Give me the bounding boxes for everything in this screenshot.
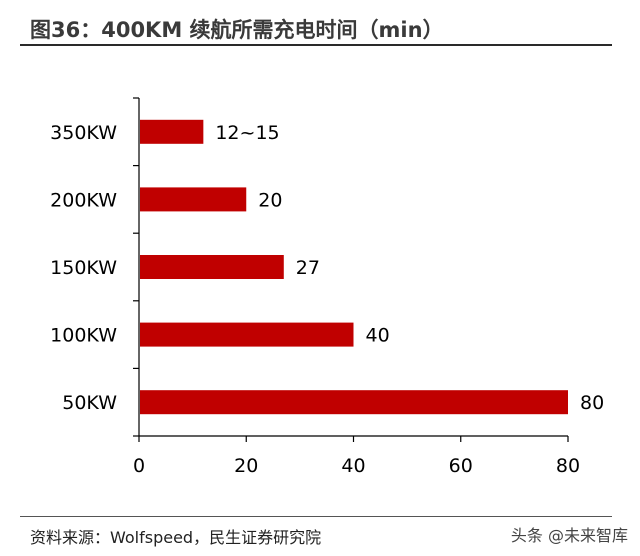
title-divider xyxy=(20,44,612,46)
category-label: 350KW xyxy=(50,122,117,144)
data-label: 12~15 xyxy=(215,122,279,144)
data-label: 80 xyxy=(580,392,604,414)
x-tick-label: 40 xyxy=(341,455,365,477)
x-tick-label: 20 xyxy=(234,455,258,477)
bar xyxy=(140,255,284,279)
category-label: 200KW xyxy=(50,189,117,211)
category-label: 50KW xyxy=(62,392,117,414)
watermark: 头条 @未来智库 xyxy=(510,526,628,545)
x-tick-label: 0 xyxy=(133,455,145,477)
bar xyxy=(140,187,247,212)
data-label: 27 xyxy=(296,257,320,279)
bar xyxy=(140,390,568,415)
category-label: 150KW xyxy=(50,257,117,279)
chart-title: 图36：400KM 续航所需充电时间（min） xyxy=(30,18,444,42)
x-tick-label: 60 xyxy=(449,455,473,477)
category-label: 100KW xyxy=(50,325,117,347)
bar-chart: 350KW 12~15 200KW 20 150KW 27 100KW 40 50KW 80 0 20… xyxy=(50,97,604,477)
source-note: 资料来源：Wolfspeed，民生证券研究院 xyxy=(30,528,322,547)
x-tick-label: 80 xyxy=(556,455,580,477)
bar xyxy=(140,119,204,144)
footer-divider xyxy=(20,516,612,517)
data-label: 20 xyxy=(258,189,282,211)
bar xyxy=(140,322,354,347)
data-label: 40 xyxy=(366,325,390,347)
